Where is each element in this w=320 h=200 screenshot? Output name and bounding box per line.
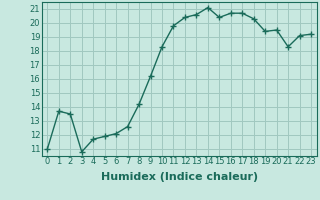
X-axis label: Humidex (Indice chaleur): Humidex (Indice chaleur) (100, 172, 258, 182)
